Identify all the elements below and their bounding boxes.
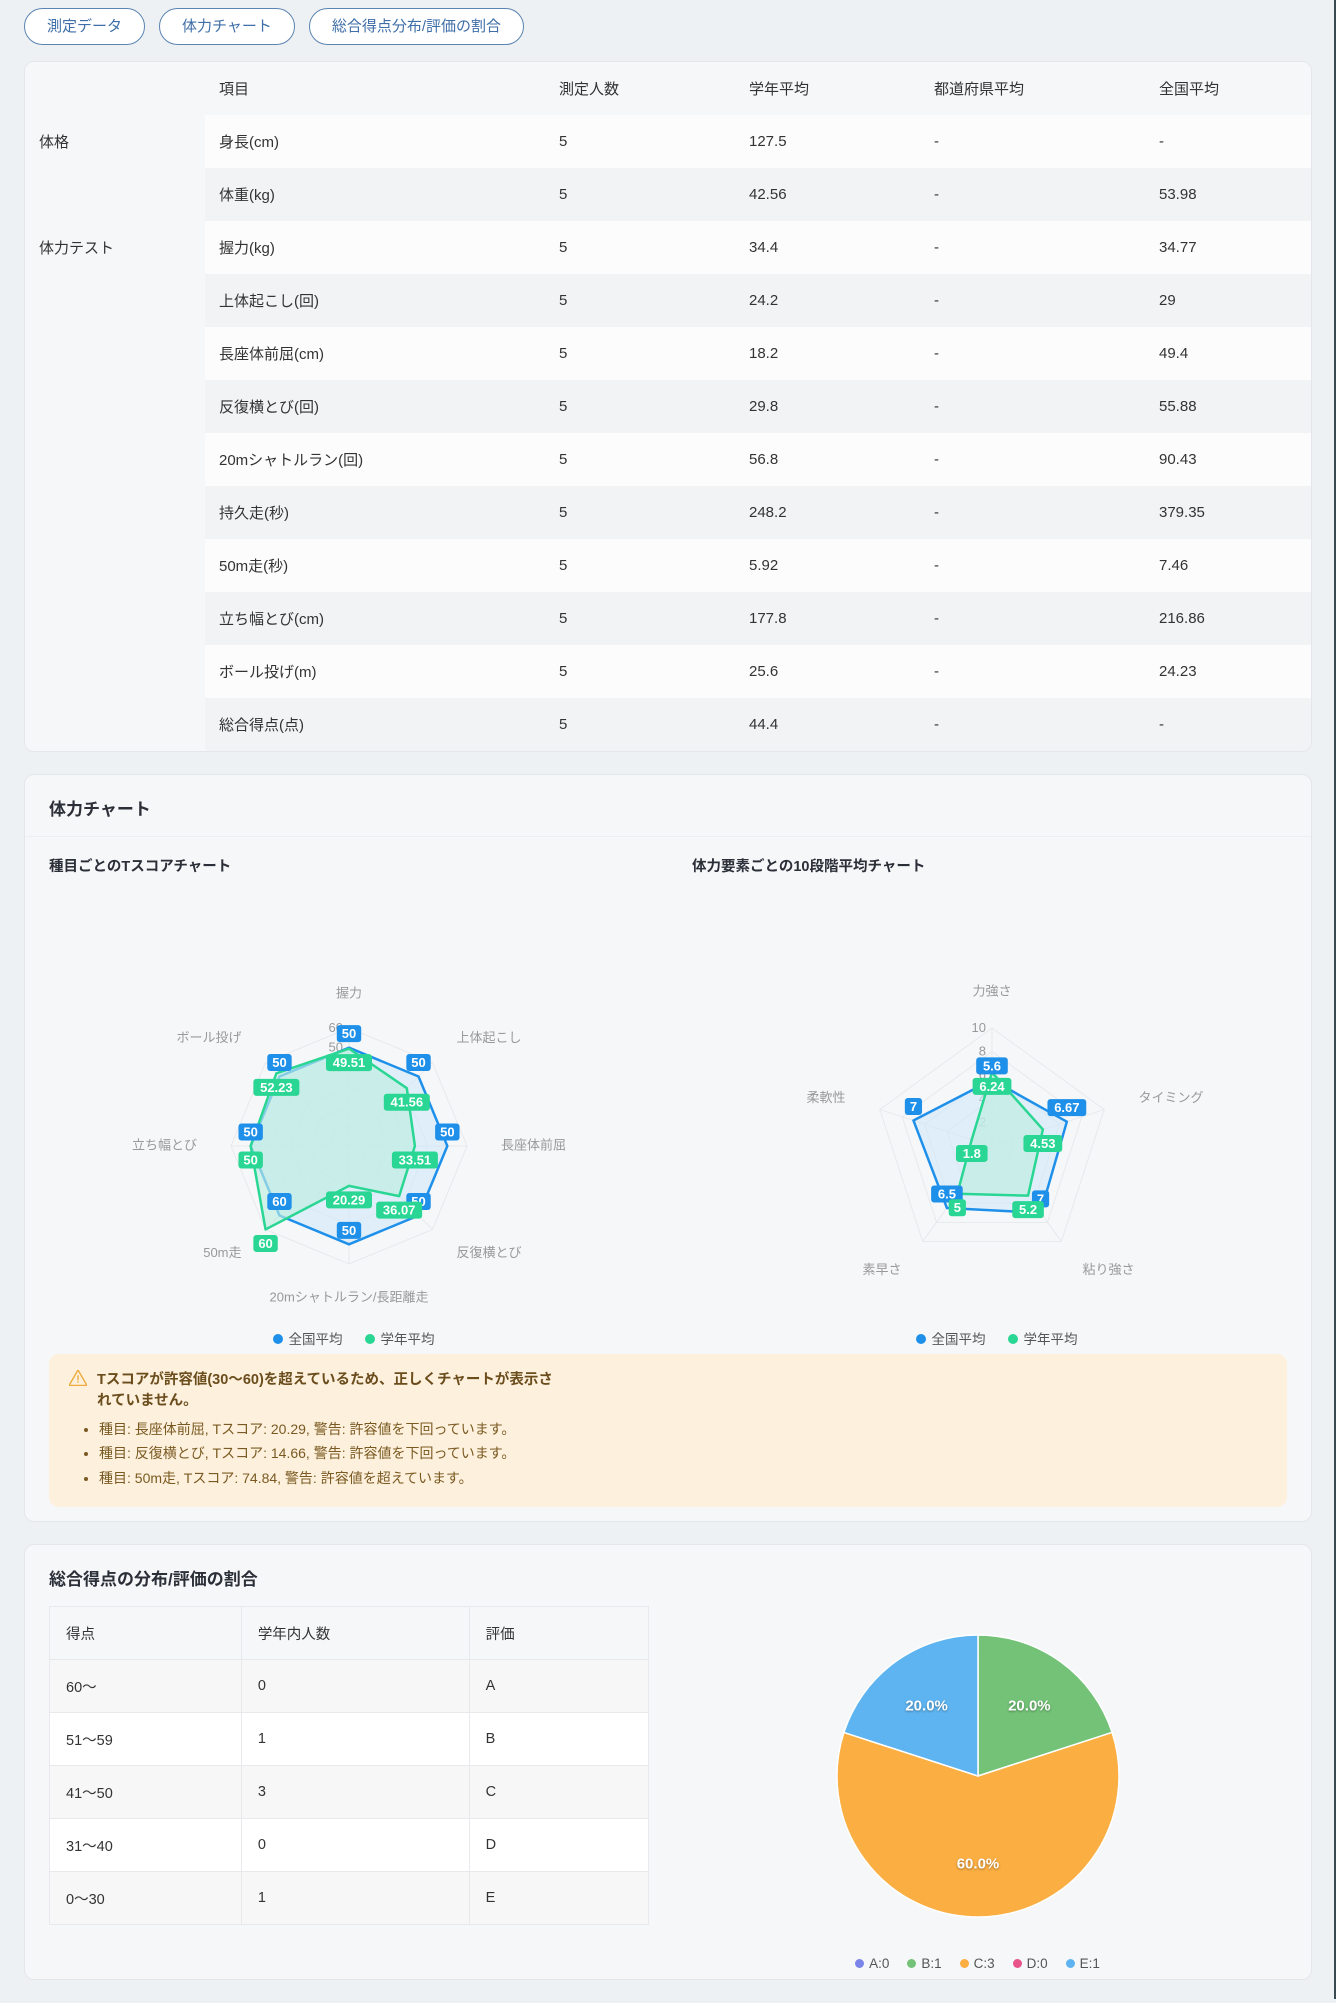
svg-text:長座体前屈: 長座体前屈 [501, 1137, 566, 1152]
svg-text:タイミング: タイミング [1138, 1090, 1203, 1105]
svg-text:60.0%: 60.0% [956, 1856, 999, 1873]
svg-text:7: 7 [910, 1099, 917, 1114]
svg-text:20.0%: 20.0% [905, 1697, 948, 1714]
svg-text:20.29: 20.29 [333, 1192, 366, 1207]
svg-text:ボール投げ: ボール投げ [177, 1030, 242, 1045]
svg-text:41.56: 41.56 [391, 1095, 424, 1110]
svg-text:柔軟性: 柔軟性 [807, 1090, 846, 1105]
svg-text:握力: 握力 [336, 985, 362, 1000]
svg-text:50: 50 [272, 1055, 286, 1070]
svg-text:50: 50 [440, 1125, 454, 1140]
svg-text:50: 50 [411, 1055, 425, 1070]
svg-text:52.23: 52.23 [260, 1080, 293, 1095]
svg-text:49.51: 49.51 [333, 1055, 366, 1070]
svg-text:反復横とび: 反復横とび [456, 1245, 521, 1260]
svg-text:36.07: 36.07 [383, 1203, 416, 1218]
svg-text:4.53: 4.53 [1030, 1136, 1055, 1151]
svg-text:力強さ: 力強さ [972, 983, 1011, 998]
svg-text:上体起こし: 上体起こし [456, 1030, 521, 1045]
svg-text:20mシャトルラン/長距離走: 20mシャトルラン/長距離走 [270, 1289, 429, 1304]
svg-text:5.6: 5.6 [983, 1058, 1001, 1073]
svg-text:50: 50 [243, 1153, 257, 1168]
svg-text:20.0%: 20.0% [1008, 1697, 1051, 1714]
svg-text:8: 8 [979, 1044, 986, 1059]
svg-text:1.8: 1.8 [963, 1146, 981, 1161]
svg-text:素早さ: 素早さ [862, 1262, 901, 1277]
svg-text:5.2: 5.2 [1019, 1202, 1037, 1217]
svg-text:50: 50 [342, 1223, 356, 1238]
svg-text:60: 60 [258, 1236, 272, 1251]
svg-text:5: 5 [954, 1200, 961, 1215]
svg-text:粘り強さ: 粘り強さ [1083, 1262, 1135, 1277]
svg-text:60: 60 [272, 1194, 286, 1209]
svg-text:50: 50 [243, 1125, 257, 1140]
svg-text:6.24: 6.24 [979, 1079, 1005, 1094]
svg-text:50: 50 [342, 1026, 356, 1041]
svg-text:10: 10 [972, 1020, 986, 1035]
svg-text:6.67: 6.67 [1054, 1100, 1079, 1115]
svg-text:立ち幅とび: 立ち幅とび [132, 1137, 197, 1152]
svg-text:50m走: 50m走 [203, 1245, 241, 1260]
svg-text:33.51: 33.51 [399, 1153, 432, 1168]
